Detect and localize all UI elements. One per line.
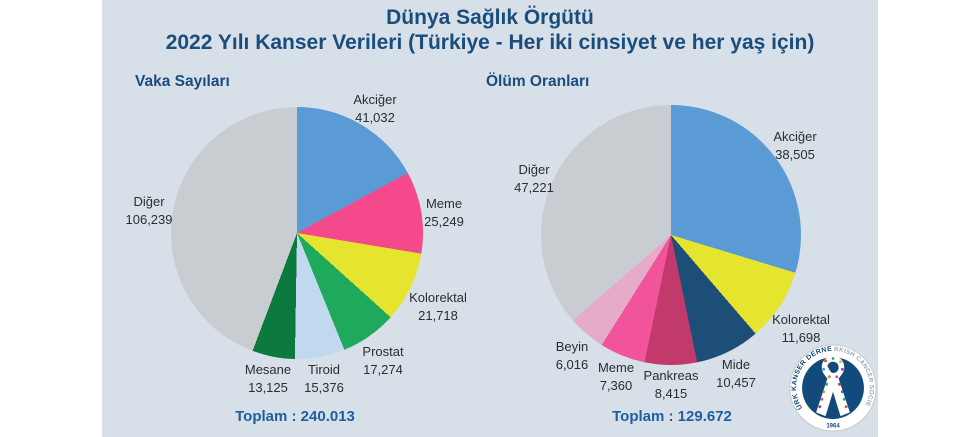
total-label-cases: Toplam : 240.013 (235, 408, 355, 425)
slice-label-kolorektal-cases: Kolorektal 21,718 (409, 290, 467, 324)
page-title: Dünya Sağlık Örgütü 2022 Yılı Kanser Ver… (102, 5, 878, 55)
slice-label-meme-cases: Meme 25,249 (424, 196, 464, 230)
slice-label-diger-deaths: Diğer 47,221 (514, 162, 554, 196)
slice-label-diger-cases: Diğer 106,239 (125, 194, 173, 228)
slice-label-akciger-cases: Akciğer 41,032 (353, 92, 397, 126)
ribbon-icon (816, 356, 850, 417)
page-title-line2: 2022 Yılı Kanser Verileri (Türkiye - Her… (165, 31, 815, 54)
slice-label-akciger-deaths: Akciğer 38,505 (773, 129, 817, 163)
total-label-deaths: Toplam : 129.672 (612, 408, 732, 425)
slice-label-prostat-cases: Prostat 17,274 (362, 344, 404, 378)
slice-label-meme-deaths: Meme 7,360 (597, 360, 635, 394)
slice-label-beyin-deaths: Beyin 6,016 (555, 339, 589, 373)
slice-label-pankreas-deaths: Pankreas 8,415 (643, 368, 699, 402)
pie-chart-deaths (541, 105, 801, 365)
pie-chart-cases (171, 107, 423, 359)
slice-label-kolorektal-deaths: Kolorektal 11,698 (772, 312, 830, 346)
logo-year: 1964 (826, 423, 840, 429)
chart-heading-deaths: Ölüm Oranları (486, 73, 590, 90)
slice-label-tiroid-cases: Tiroid 15,376 (304, 362, 344, 396)
page-title-line1: Dünya Sağlık Örgütü (386, 6, 594, 29)
slice-label-mide-deaths: Mide 10,457 (716, 357, 756, 391)
content-area: Dünya Sağlık Örgütü 2022 Yılı Kanser Ver… (102, 0, 878, 437)
chart-heading-cases: Vaka Sayıları (135, 73, 230, 90)
society-logo-svg: TÜRK KANSER DERNEĞİ TURKISH CANCER SOCIE… (785, 336, 877, 432)
society-logo: TÜRK KANSER DERNEĞİ TURKISH CANCER SOCIE… (785, 336, 878, 433)
slice-label-mesane-cases: Mesane 13,125 (244, 362, 292, 396)
